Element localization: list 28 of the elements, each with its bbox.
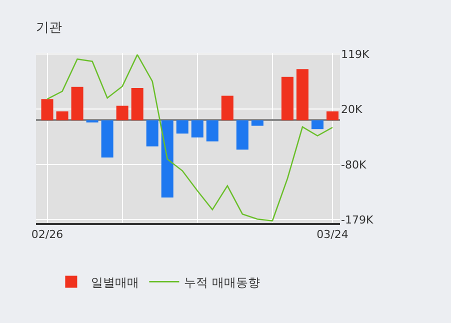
bar [251, 120, 264, 126]
bar [161, 120, 174, 198]
y-tick-label: -179K [341, 214, 374, 227]
bar [176, 120, 188, 134]
bar [296, 69, 308, 120]
bar [116, 106, 128, 120]
y-tick-label: -80K [341, 158, 367, 172]
chart-title: 기관 [36, 20, 62, 36]
bar [56, 111, 68, 120]
bar [101, 120, 114, 158]
y-tick-label: 20K [341, 102, 363, 116]
bar [326, 111, 338, 120]
bar [311, 120, 324, 130]
x-tick-label: 02/26 [31, 228, 64, 242]
bar [206, 120, 218, 142]
bar [191, 120, 204, 138]
legend-label: 누적 매매동향 [184, 275, 260, 290]
bar [131, 88, 144, 120]
y-tick-label: 119K [341, 48, 370, 61]
bar [71, 86, 84, 120]
bar [236, 120, 248, 150]
legend-label: 일별매매 [91, 275, 140, 290]
bar [41, 99, 54, 120]
x-tick-label: 03/24 [316, 228, 348, 242]
bar [146, 120, 158, 146]
bar [281, 76, 294, 120]
line-series [46, 54, 334, 222]
bar [221, 96, 234, 120]
